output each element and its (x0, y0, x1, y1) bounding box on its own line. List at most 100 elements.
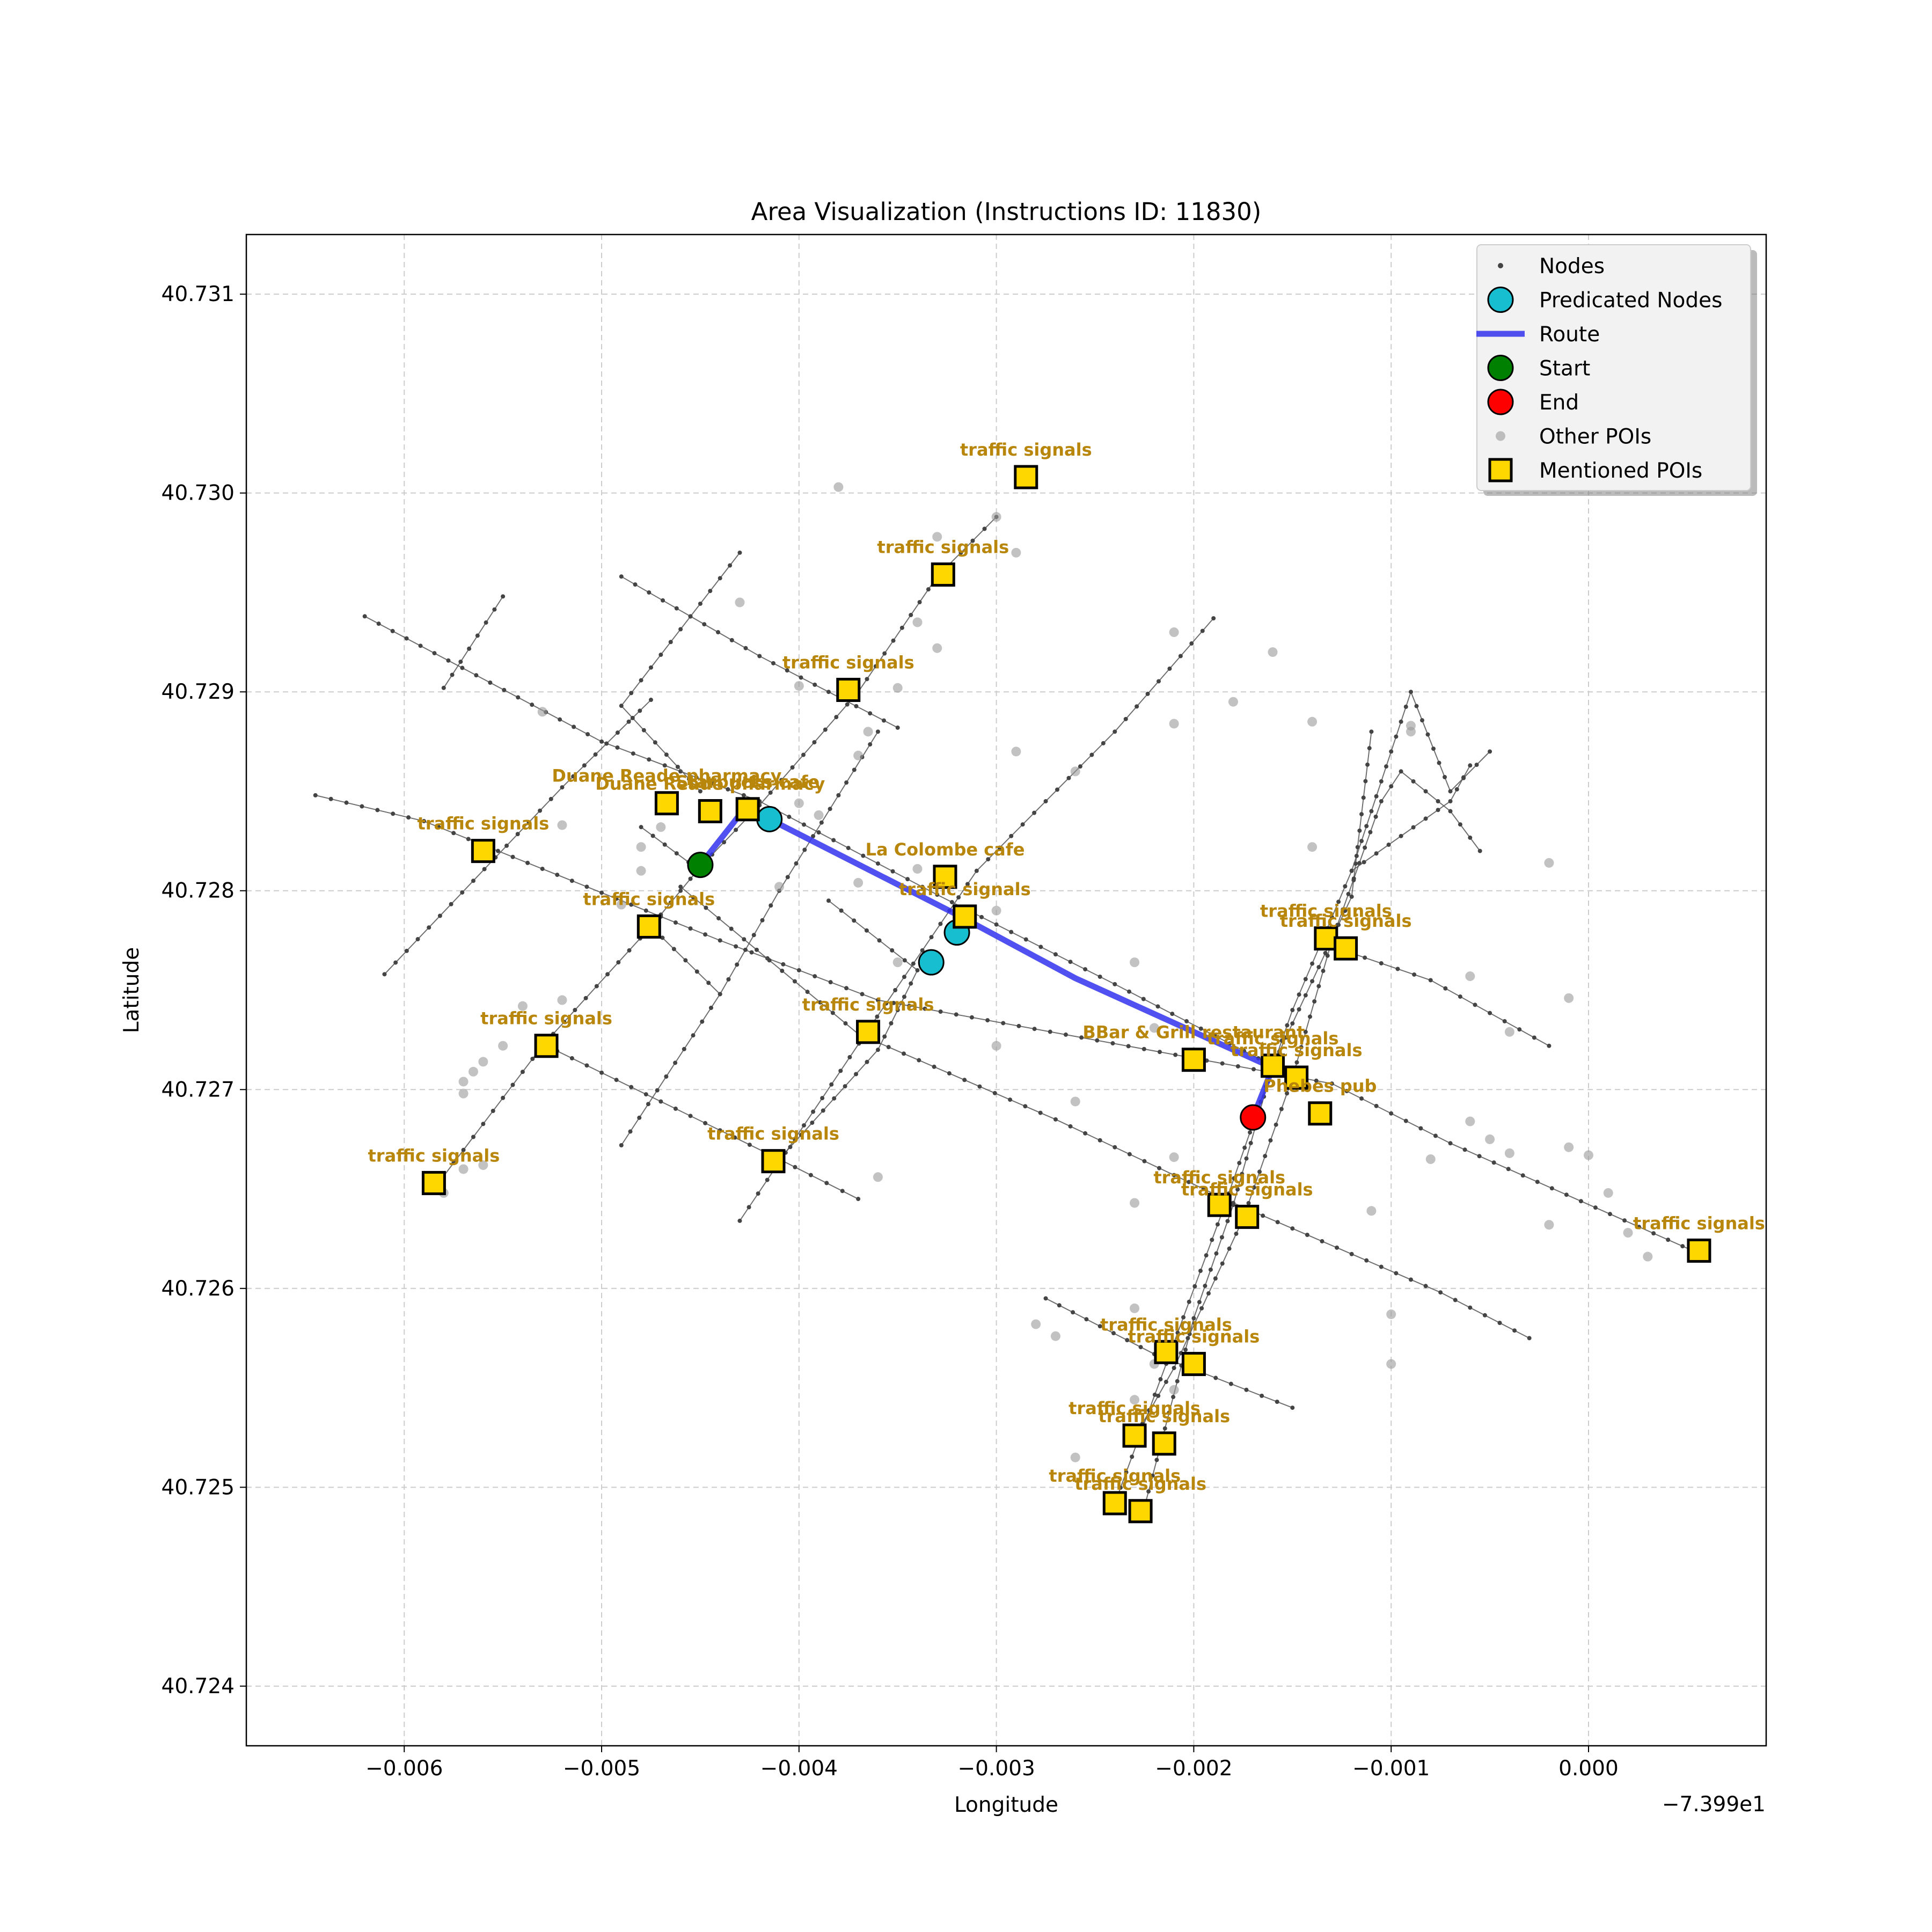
other-poi-marker (1130, 1198, 1140, 1208)
street-node (1118, 1485, 1123, 1490)
street-node (1167, 1410, 1172, 1415)
street-node (1284, 1035, 1289, 1040)
mentioned-poi-marker (1102, 1491, 1127, 1516)
other-poi-marker (1169, 719, 1179, 729)
street-node (1403, 705, 1408, 709)
street-node (1367, 746, 1372, 751)
street-node (1043, 1296, 1048, 1301)
street-node (718, 576, 722, 581)
street-node (716, 916, 721, 921)
other-poi-marker (794, 681, 804, 691)
legend-mentioned-marker (1488, 458, 1513, 482)
street-node (1279, 1038, 1284, 1043)
route-markers (687, 806, 1267, 1131)
street-node (1066, 775, 1071, 780)
street-node (1198, 1269, 1203, 1274)
street-node (571, 774, 576, 779)
street-node (1374, 794, 1379, 799)
street-node (619, 574, 624, 579)
street-node (1303, 977, 1308, 982)
other-poi-marker (1623, 1228, 1633, 1238)
mentioned-poi-label: traffic signals (1181, 1179, 1313, 1199)
street-node (1294, 1060, 1299, 1065)
street-node (811, 1109, 816, 1114)
street-node (909, 981, 913, 986)
street-node (829, 1082, 834, 1087)
street-node (718, 992, 722, 997)
street-node (734, 828, 738, 832)
street-node (1187, 1180, 1191, 1184)
mentioned-poi-label: BBar & Grill restaurant (1082, 1022, 1305, 1043)
street-node (492, 607, 497, 612)
street-node (1468, 835, 1473, 840)
street-node (376, 621, 381, 626)
street-node (393, 960, 398, 965)
street-node (458, 660, 463, 664)
mentioned-poi-label: traffic signals (877, 537, 1009, 558)
other-poi-marker (458, 1088, 469, 1099)
street-node (1321, 969, 1326, 974)
street-node (882, 651, 887, 656)
street-node (1063, 1032, 1068, 1037)
street-node (1389, 784, 1394, 789)
street-node (1248, 1140, 1253, 1145)
street-node (569, 879, 574, 883)
street-node (1097, 1324, 1102, 1329)
mentioned-poi-marker (471, 839, 495, 863)
street-node (491, 1109, 495, 1114)
street-node (828, 807, 832, 811)
street-node (1156, 1393, 1161, 1398)
other-poi-marker (892, 683, 903, 693)
end-marker (1240, 1104, 1267, 1131)
other-poi-marker (1307, 716, 1318, 727)
other-poi-marker (932, 532, 942, 542)
street-node (540, 866, 545, 871)
street-node (735, 962, 740, 967)
street-node (1423, 789, 1428, 794)
street-node (682, 1046, 686, 1051)
other-poi-marker (991, 512, 1001, 522)
x-tick-label: −0.006 (365, 1757, 443, 1781)
mentioned-poi-marker (1284, 1065, 1309, 1090)
street-node (875, 1048, 880, 1052)
street-node (1127, 1152, 1132, 1157)
street-node (1097, 974, 1102, 979)
street-node (1173, 1052, 1178, 1057)
street-node (1389, 749, 1394, 754)
street-node (482, 867, 487, 872)
street-node (1142, 1159, 1147, 1163)
other-poi-marker (991, 905, 1001, 916)
street-node (614, 896, 619, 901)
x-tick-label: 0.000 (1558, 1757, 1619, 1781)
street-node (637, 1115, 642, 1120)
street-node (1152, 1392, 1157, 1397)
street-node (1184, 1019, 1189, 1023)
street-node (501, 1095, 506, 1100)
street-node (1461, 775, 1466, 780)
legend-nodes-marker (1498, 263, 1503, 268)
street-node (920, 948, 925, 953)
street-node (558, 717, 562, 722)
mentioned-poi-label: traffic signals (480, 1008, 612, 1029)
street-node (828, 980, 833, 985)
street-node (344, 800, 349, 805)
street-node (886, 1045, 891, 1050)
street-node (615, 730, 620, 735)
street-node (811, 834, 816, 839)
street-node (1312, 999, 1317, 1004)
street-node (716, 630, 721, 635)
street-node (1275, 1220, 1280, 1225)
street-node (1411, 825, 1416, 830)
y-tick-label: 40.729 (162, 680, 235, 704)
street-node (647, 757, 652, 762)
street-node (979, 914, 984, 919)
street-node (694, 775, 699, 780)
street-node (643, 1092, 648, 1097)
street-node (674, 851, 679, 856)
street-node (1357, 828, 1362, 833)
street-node (1363, 845, 1367, 850)
street-node (826, 690, 831, 694)
street-node (1297, 1007, 1301, 1012)
street-node (584, 884, 589, 889)
street-node (868, 711, 873, 716)
